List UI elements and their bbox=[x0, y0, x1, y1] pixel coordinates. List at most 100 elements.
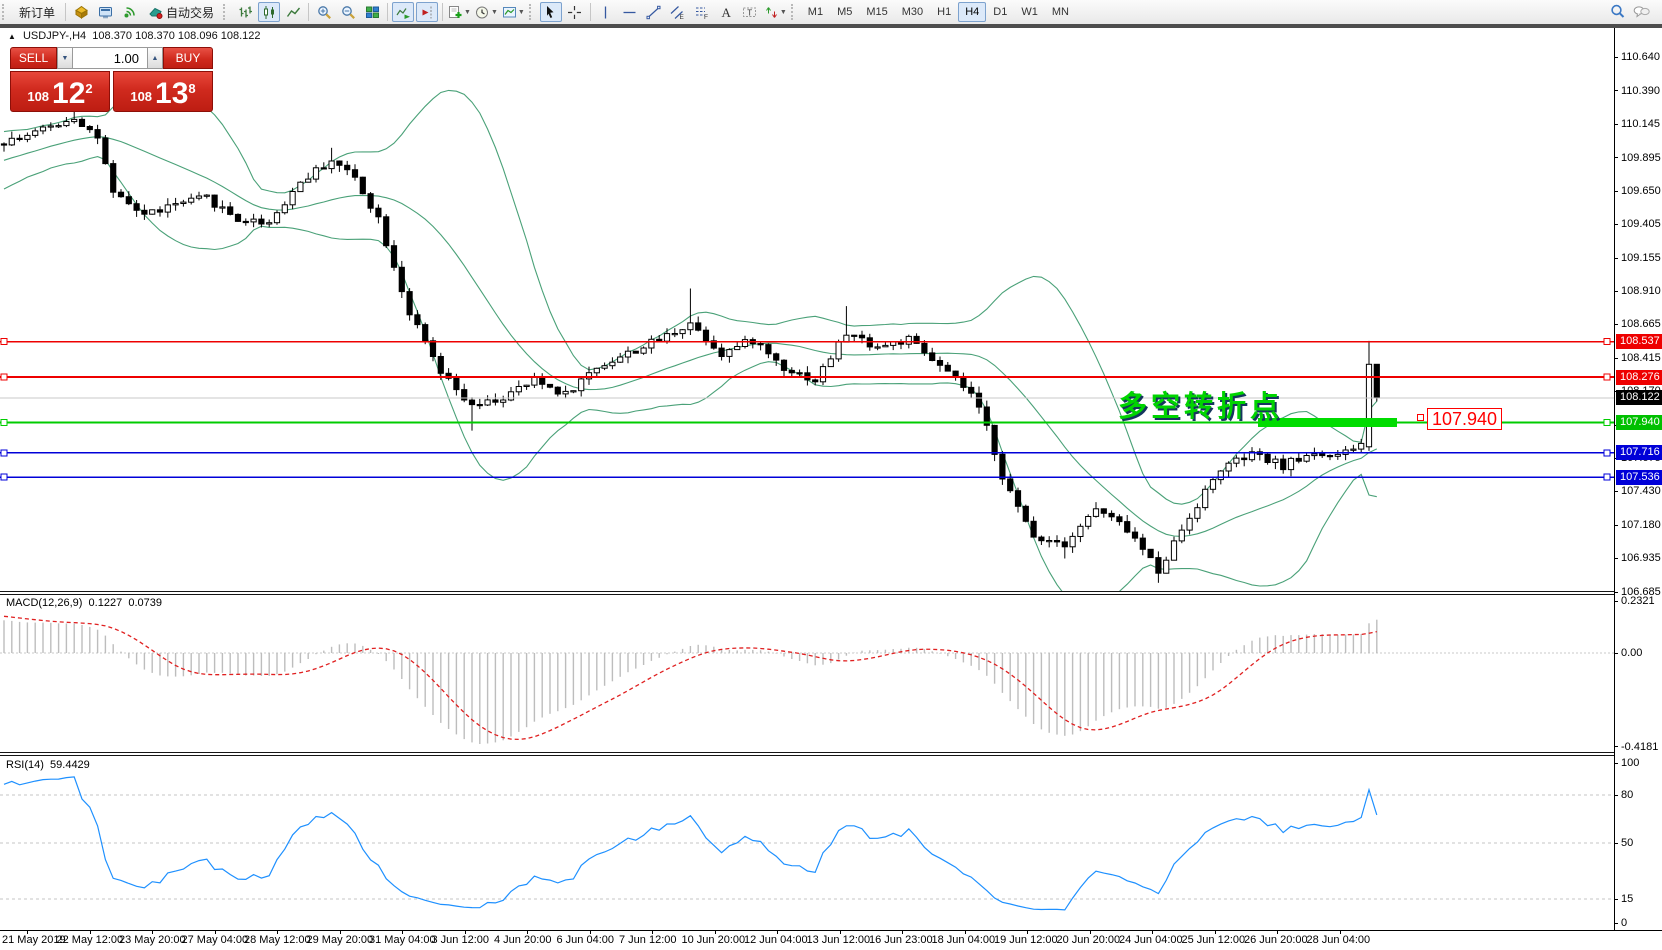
metaeditor-icon[interactable] bbox=[94, 2, 116, 22]
rsi-tick-label: 100 bbox=[1621, 757, 1640, 769]
time-tick-mark bbox=[527, 930, 528, 934]
rsi-pane[interactable] bbox=[0, 756, 1614, 930]
price-tick-mark bbox=[1614, 490, 1618, 492]
buy-button[interactable]: BUY bbox=[163, 47, 213, 69]
timeframe-W1[interactable]: W1 bbox=[1021, 6, 1038, 18]
timeframe-D1[interactable]: D1 bbox=[993, 6, 1008, 18]
toolbar-drag-handle[interactable] bbox=[223, 4, 229, 20]
time-tick-mark bbox=[339, 930, 341, 934]
periods-menu-button[interactable]: ▼ bbox=[474, 2, 499, 22]
dropdown-caret-icon: ▼ bbox=[779, 8, 787, 16]
pane-separator[interactable] bbox=[0, 752, 1614, 756]
time-axis bbox=[0, 930, 1662, 931]
autotrading-label: 自动交易 bbox=[166, 5, 215, 20]
macd-tick-mark bbox=[1614, 746, 1618, 748]
macd-tick-label: 0.2321 bbox=[1621, 595, 1655, 607]
time-tick-label: 10 Jun 20:00 bbox=[681, 934, 746, 946]
time-tick-mark bbox=[902, 930, 903, 934]
new-order-label: 新订单 bbox=[19, 5, 56, 20]
ask-price-pips: 13 bbox=[155, 77, 189, 110]
time-tick-label: 6 Jun 04:00 bbox=[556, 934, 615, 946]
zoom-out-icon[interactable] bbox=[337, 2, 359, 22]
price-tick-label: 107.180 bbox=[1621, 519, 1661, 532]
level-price-tag: 108.537 bbox=[1616, 334, 1662, 350]
volume-input[interactable] bbox=[73, 47, 147, 69]
bar-chart-icon[interactable] bbox=[234, 2, 256, 22]
macd-histogram bbox=[3, 619, 1378, 744]
search-icon[interactable] bbox=[1607, 2, 1629, 22]
timeframe-H1[interactable]: H1 bbox=[937, 6, 952, 18]
ask-price-display[interactable]: 108 13 8 bbox=[113, 71, 213, 112]
cursor-icon[interactable] bbox=[539, 2, 562, 22]
price-tick-mark bbox=[1614, 190, 1618, 192]
time-tick-mark bbox=[1027, 930, 1028, 934]
price-tick-mark bbox=[1614, 557, 1618, 559]
crosshair-icon[interactable] bbox=[564, 2, 586, 22]
window-edge bbox=[0, 24, 1662, 28]
tile-windows-icon[interactable] bbox=[361, 2, 383, 22]
community-icon[interactable] bbox=[1631, 2, 1653, 22]
vertical-line-icon[interactable] bbox=[595, 2, 617, 22]
time-tick-mark bbox=[89, 930, 91, 934]
equidistant-channel-icon[interactable]: E bbox=[667, 2, 689, 22]
timeframe-group: M1 M5 M15 M30 H1 H4 D1 W1 MN bbox=[801, 2, 1076, 22]
text-icon[interactable]: A bbox=[715, 2, 737, 22]
auto-scroll-icon[interactable] bbox=[392, 2, 415, 22]
autotrading-button[interactable]: 自动交易 bbox=[142, 2, 220, 22]
toolbar-drag-handle[interactable] bbox=[790, 4, 797, 20]
price-tick-label: 107.430 bbox=[1621, 485, 1661, 498]
time-tick-label: 3 Jun 12:00 bbox=[431, 934, 490, 946]
time-tick-label: 18 Jun 04:00 bbox=[931, 934, 996, 946]
templates-menu-button[interactable]: ▼ bbox=[501, 2, 526, 22]
price-tick-mark bbox=[1614, 157, 1618, 159]
collapse-panel-icon[interactable]: ▲ bbox=[8, 32, 16, 41]
signals-icon[interactable] bbox=[118, 2, 140, 22]
price-tick-mark bbox=[1614, 56, 1618, 58]
fibonacci-retracement-icon[interactable]: F bbox=[691, 2, 713, 22]
toolbar-drag-handle[interactable] bbox=[528, 4, 535, 20]
timeframe-M5[interactable]: M5 bbox=[837, 6, 853, 18]
toolbar-drag-handle[interactable] bbox=[2, 4, 8, 20]
bid-price-figure: 108 bbox=[27, 89, 50, 104]
mql5-market-icon[interactable] bbox=[70, 2, 92, 22]
pane-separator[interactable] bbox=[0, 591, 1614, 595]
time-tick-mark bbox=[589, 930, 591, 934]
time-tick-label: 13 Jun 12:00 bbox=[806, 934, 871, 946]
timeframe-M15[interactable]: M15 bbox=[866, 6, 888, 18]
bid-price-display[interactable]: 108 12 2 bbox=[10, 71, 110, 112]
volume-decrease-button[interactable]: ▼ bbox=[57, 47, 73, 69]
arrows-menu-button[interactable]: ▼ bbox=[763, 2, 788, 22]
new-order-button[interactable]: 新订单 bbox=[13, 2, 61, 22]
dropdown-caret-icon: ▼ bbox=[490, 8, 498, 16]
svg-text:A: A bbox=[722, 5, 732, 20]
chart-shift-icon[interactable] bbox=[416, 2, 439, 22]
time-tick-mark bbox=[402, 930, 403, 934]
trendline-icon[interactable] bbox=[643, 2, 665, 22]
line-chart-icon[interactable] bbox=[282, 2, 304, 22]
time-tick-label: 28 Jun 04:00 bbox=[1306, 934, 1371, 946]
candlestick-chart-icon[interactable] bbox=[258, 2, 281, 22]
timeframe-M1[interactable]: M1 bbox=[807, 6, 824, 18]
time-tick-label: 4 Jun 20:00 bbox=[494, 934, 552, 946]
timeframe-M30[interactable]: M30 bbox=[901, 6, 924, 18]
sell-button[interactable]: SELL bbox=[10, 47, 57, 69]
time-tick-label: 12 Jun 04:00 bbox=[744, 934, 808, 946]
volume-increase-button[interactable]: ▲ bbox=[147, 47, 163, 69]
rsi-indicator-label: RSI(14) 59.4429 bbox=[6, 759, 90, 771]
timeframe-MN[interactable]: MN bbox=[1051, 6, 1069, 18]
main-chart-pane[interactable] bbox=[0, 28, 1614, 591]
horizontal-line-icon[interactable] bbox=[619, 2, 641, 22]
indicators-menu-button[interactable]: ▼ bbox=[447, 2, 472, 22]
time-tick-mark bbox=[464, 930, 466, 934]
text-label-icon[interactable]: T bbox=[739, 2, 761, 22]
time-tick-label: 28 May 12:00 bbox=[244, 934, 311, 946]
timeframe-H4[interactable]: H4 bbox=[958, 2, 987, 22]
macd-pane[interactable] bbox=[0, 595, 1614, 752]
one-click-trading-panel: SELL ▼ ▲ BUY 108 12 2 108 13 8 bbox=[10, 47, 213, 112]
macd-tick-label: -0.4181 bbox=[1621, 740, 1659, 753]
time-tick-mark bbox=[1089, 930, 1091, 934]
time-tick-label: 7 Jun 12:00 bbox=[619, 934, 677, 946]
zoom-in-icon[interactable] bbox=[313, 2, 335, 22]
time-tick-mark bbox=[152, 930, 153, 934]
price-tick-label: 106.685 bbox=[1621, 586, 1661, 599]
